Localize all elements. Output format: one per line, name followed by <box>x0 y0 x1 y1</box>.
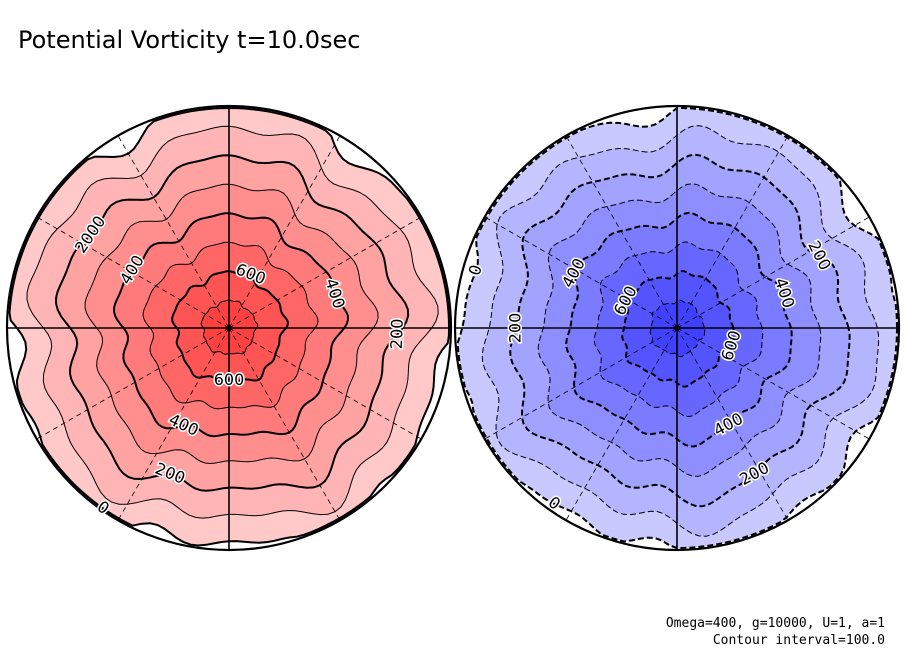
left-meridian-7 <box>36 327 230 440</box>
left-meridian-4 <box>117 135 230 329</box>
right-meridian-10 <box>676 327 789 521</box>
left-contour-label-5: 600 <box>214 370 245 389</box>
right-meridian-11 <box>676 327 870 440</box>
right-grid <box>453 104 901 552</box>
right-pole-marker <box>674 325 680 331</box>
right-meridian-4 <box>565 135 678 329</box>
parameters-note: Omega=400, g=10000, U=1, a=1 <box>666 616 885 631</box>
left-meridian-10 <box>228 327 341 521</box>
left-meridian-5 <box>36 216 230 329</box>
right-meridian-5 <box>484 216 678 329</box>
left-grid <box>5 104 453 552</box>
left-meridian-2 <box>228 135 341 329</box>
contour-interval-note: Contour interval=100.0 <box>713 633 885 648</box>
right-meridian-8 <box>565 327 678 521</box>
left-outer-boundary <box>5 104 453 552</box>
left-pole-marker <box>226 325 232 331</box>
right-contour-label-9: 200 <box>506 313 525 344</box>
right-meridian-2 <box>676 135 789 329</box>
right-outer-boundary <box>453 104 901 552</box>
right-meridian-7 <box>484 327 678 440</box>
left-meridian-1 <box>228 216 422 329</box>
left-contour-label-4: 200 <box>387 318 407 349</box>
figure-title: Potential Vorticity t=10.0sec <box>18 26 360 54</box>
right-meridian-1 <box>676 216 870 329</box>
left-meridian-8 <box>117 327 230 521</box>
left-meridian-11 <box>228 327 422 440</box>
